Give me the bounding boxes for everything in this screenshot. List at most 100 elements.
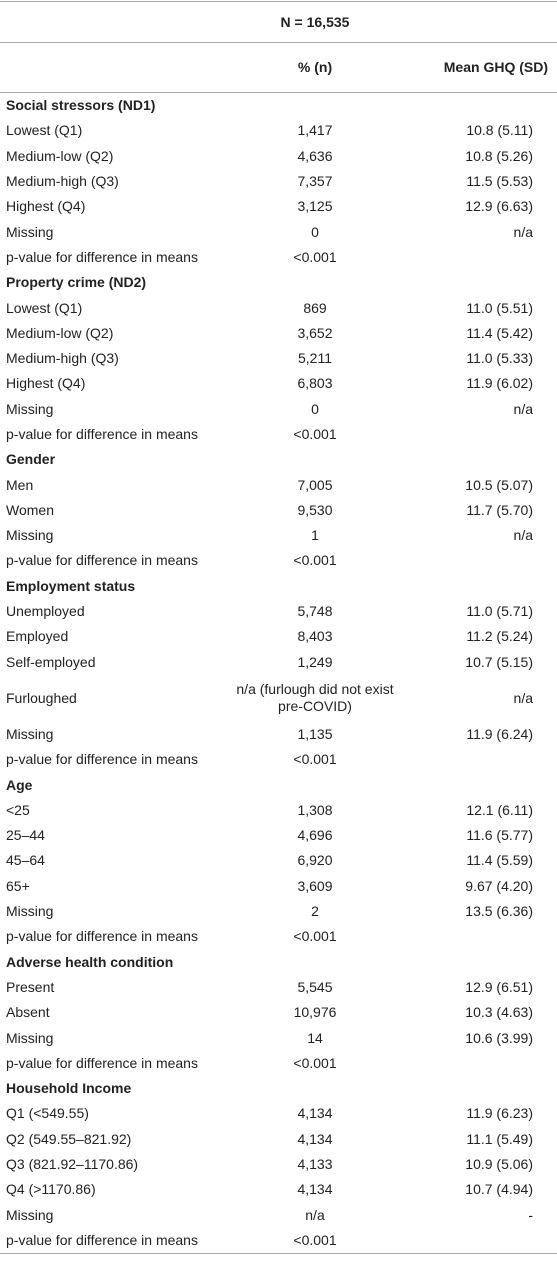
- cell-value: n/a: [513, 689, 533, 706]
- data-row: Missing 1 n/a: [0, 523, 557, 548]
- cell-value: 10.7 (4.94): [465, 1181, 533, 1198]
- row-label: Women: [6, 501, 54, 518]
- row-label: Medium-high (Q3): [6, 350, 119, 367]
- cell-value: <0.001: [230, 1227, 400, 1255]
- cell-value: <0.001: [293, 928, 337, 945]
- section-title: Adverse health condition: [6, 953, 174, 970]
- cell-value: 869: [303, 299, 327, 316]
- cell-value: 14: [307, 1029, 323, 1046]
- data-row: Q4 (>1170.86) 4,134 10.7 (4.94): [0, 1177, 557, 1202]
- cell-value: n/a (furlough did not exist pre-COVID): [236, 681, 394, 715]
- section-row: Property crime (ND2): [0, 270, 557, 295]
- data-row: Medium-high (Q3) 5,211 11.0 (5.33): [0, 346, 557, 371]
- data-row: Medium-low (Q2) 3,652 11.4 (5.42): [0, 321, 557, 346]
- empty-cell: [400, 422, 557, 447]
- row-label: Missing: [6, 223, 54, 240]
- row-label: Highest (Q4): [6, 198, 86, 215]
- header-row: N = 16,535: [0, 1, 557, 43]
- row-label: Absent: [6, 1004, 50, 1021]
- cell-value: 4,134: [297, 1105, 333, 1122]
- row-label: <25: [6, 801, 30, 818]
- cell-value: 4,134: [297, 1130, 333, 1147]
- cell-value: 11.6 (5.77): [466, 827, 533, 844]
- data-row: p-value for difference in means <0.001: [0, 245, 557, 270]
- row-label: Missing: [6, 1029, 54, 1046]
- row-label: Highest (Q4): [6, 375, 86, 392]
- empty-cell: [0, 42, 230, 93]
- row-label: p-value for difference in means: [6, 426, 198, 442]
- row-label: Furloughed: [6, 689, 77, 706]
- cell-value: 13.5 (6.36): [465, 903, 533, 920]
- section-title: Household Income: [6, 1080, 132, 1097]
- data-row: p-value for difference in means <0.001: [0, 422, 557, 447]
- cell-value: 6,803: [297, 375, 333, 392]
- cell-value: 1,249: [297, 653, 333, 670]
- data-row: p-value for difference in means <0.001: [0, 1051, 557, 1076]
- empty-cell: [400, 1, 557, 43]
- data-row: Employed 8,403 11.2 (5.24): [0, 624, 557, 649]
- empty-cell: [400, 245, 557, 270]
- cell-value: 11.4 (5.42): [466, 324, 533, 341]
- data-row: <25 1,308 12.1 (6.11): [0, 798, 557, 823]
- row-label: Medium-low (Q2): [6, 324, 114, 341]
- cell-value: 7,357: [297, 173, 333, 190]
- section-row: Gender: [0, 447, 557, 472]
- cell-value: 1: [311, 527, 319, 544]
- cell-value: 11.2 (5.24): [466, 628, 533, 645]
- cell-value: 5,748: [297, 603, 333, 620]
- section-row: Social stressors (ND1): [0, 93, 557, 119]
- cell-value: 11.9 (6.02): [466, 375, 533, 392]
- cell-value: 7,005: [297, 476, 333, 493]
- section-title: Gender: [6, 451, 56, 468]
- data-row: Medium-high (Q3) 7,357 11.5 (5.53): [0, 169, 557, 194]
- cell-value: 12.9 (6.63): [465, 198, 533, 215]
- cell-value: <0.001: [293, 751, 337, 768]
- empty-cell: [400, 1051, 557, 1076]
- row-label: p-value for difference in means: [6, 1054, 198, 1071]
- row-label: Lowest (Q1): [6, 299, 83, 316]
- row-label: Missing: [6, 1206, 54, 1223]
- data-row: Missing 1,135 11.9 (6.24): [0, 722, 557, 747]
- row-label: Q2 (549.55–821.92): [6, 1130, 132, 1147]
- row-label: p-value for difference in means: [6, 248, 198, 265]
- cell-value: <0.001: [293, 426, 337, 442]
- cell-value: 3,125: [297, 198, 333, 215]
- cell-value: n/a: [305, 1206, 325, 1223]
- cell-value: 1,135: [297, 725, 333, 742]
- cell-value: 6,920: [297, 852, 333, 869]
- cell-value: 4,696: [297, 827, 333, 844]
- data-row: Highest (Q4) 3,125 12.9 (6.63): [0, 194, 557, 219]
- cell-value: 1,417: [297, 122, 333, 139]
- data-row: Medium-low (Q2) 4,636 10.8 (5.26): [0, 144, 557, 169]
- cell-value: n/a: [513, 400, 533, 417]
- row-label: Present: [6, 978, 55, 995]
- cell-value: 1,308: [297, 801, 333, 818]
- cell-value: 10.8 (5.26): [465, 147, 533, 164]
- cell-value: <0.001: [293, 248, 337, 265]
- column-header: Mean GHQ (SD): [400, 42, 557, 93]
- cell-value: 2: [311, 903, 319, 920]
- cell-value: 11.0 (5.71): [466, 603, 533, 620]
- cell-value: 11.0 (5.33): [466, 350, 533, 367]
- section-title: Social stressors (ND1): [6, 97, 156, 114]
- cell-value: n/a: [513, 223, 533, 240]
- cell-value: 12.9 (6.51): [465, 978, 533, 995]
- row-label: p-value for difference in means: [0, 1227, 230, 1255]
- row-label: Q4 (>1170.86): [6, 1181, 96, 1198]
- section-title: Age: [6, 776, 33, 793]
- column-header-row: % (n) Mean GHQ (SD): [0, 42, 557, 93]
- row-label: Missing: [6, 400, 54, 417]
- data-row: p-value for difference in means <0.001: [0, 747, 557, 772]
- section-title: Property crime (ND2): [6, 274, 147, 291]
- empty-cell: [400, 548, 557, 573]
- cell-value: 11.9 (6.23): [466, 1105, 533, 1122]
- cell-value: 11.9 (6.24): [466, 725, 533, 742]
- data-row: Missing n/a -: [0, 1202, 557, 1227]
- cell-value: 11.1 (5.49): [466, 1130, 533, 1147]
- row-label: p-value for difference in means: [6, 751, 198, 768]
- cell-value: 10.6 (3.99): [465, 1029, 533, 1046]
- empty-cell: [400, 924, 557, 949]
- data-row: Missing 0 n/a: [0, 397, 557, 422]
